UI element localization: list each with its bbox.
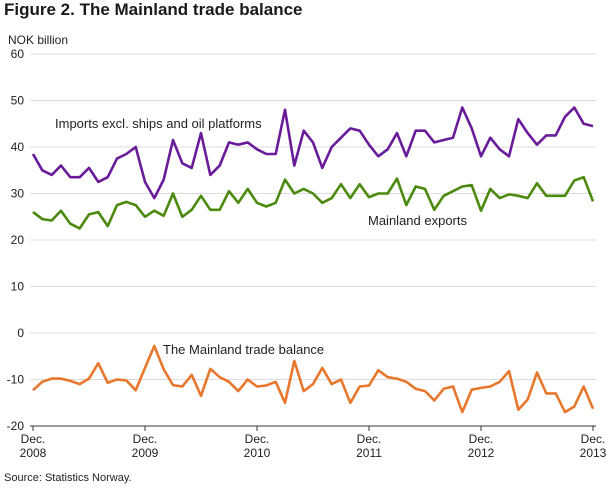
x-tick-month: Dec. bbox=[245, 432, 270, 446]
y-tick-label: -10 bbox=[7, 373, 25, 387]
exports-label: Mainland exports bbox=[368, 213, 467, 228]
x-axis bbox=[32, 426, 594, 431]
y-tick-label: 50 bbox=[11, 94, 25, 108]
x-tick-month: Dec. bbox=[581, 432, 606, 446]
x-tick-year: 2009 bbox=[132, 446, 159, 460]
x-tick-labels: Dec.2008Dec.2009Dec.2010Dec.2011Dec.2012… bbox=[20, 432, 607, 460]
y-tick-label: 10 bbox=[11, 280, 25, 294]
y-tick-label: 0 bbox=[17, 326, 24, 340]
trade-balance-line bbox=[32, 344, 595, 414]
x-tick-year: 2012 bbox=[468, 446, 495, 460]
imports-label: Imports excl. ships and oil platforms bbox=[55, 116, 262, 131]
x-tick-year: 2010 bbox=[244, 446, 271, 460]
y-tick-label: 30 bbox=[11, 187, 25, 201]
series-lines bbox=[31, 106, 595, 414]
x-tick-year: 2013 bbox=[580, 446, 607, 460]
x-tick-year: 2011 bbox=[356, 446, 382, 460]
y-tick-label: 40 bbox=[11, 140, 25, 154]
x-tick-month: Dec. bbox=[357, 432, 382, 446]
imports-line bbox=[31, 106, 594, 200]
x-tick-month: Dec. bbox=[133, 432, 158, 446]
grid-lines bbox=[30, 53, 596, 427]
series-labels: Imports excl. ships and oil platforms Mai… bbox=[55, 116, 467, 357]
exports-line bbox=[32, 175, 595, 230]
y-tick-label: 60 bbox=[11, 47, 25, 61]
y-tick-label: 20 bbox=[11, 233, 25, 247]
source-note: Source: Statistics Norway. bbox=[4, 472, 132, 484]
x-tick-month: Dec. bbox=[469, 432, 494, 446]
y-axis-label: NOK billion bbox=[8, 33, 68, 47]
trade-balance-label: The Mainland trade balance bbox=[163, 342, 324, 357]
y-tick-label: -20 bbox=[7, 419, 25, 433]
figure-title: Figure 2. The Mainland trade balance bbox=[4, 0, 303, 19]
y-tick-labels: -20 -10 0 10 20 30 40 50 60 bbox=[7, 47, 25, 433]
x-tick-year: 2008 bbox=[20, 446, 47, 460]
x-tick-month: Dec. bbox=[21, 432, 46, 446]
